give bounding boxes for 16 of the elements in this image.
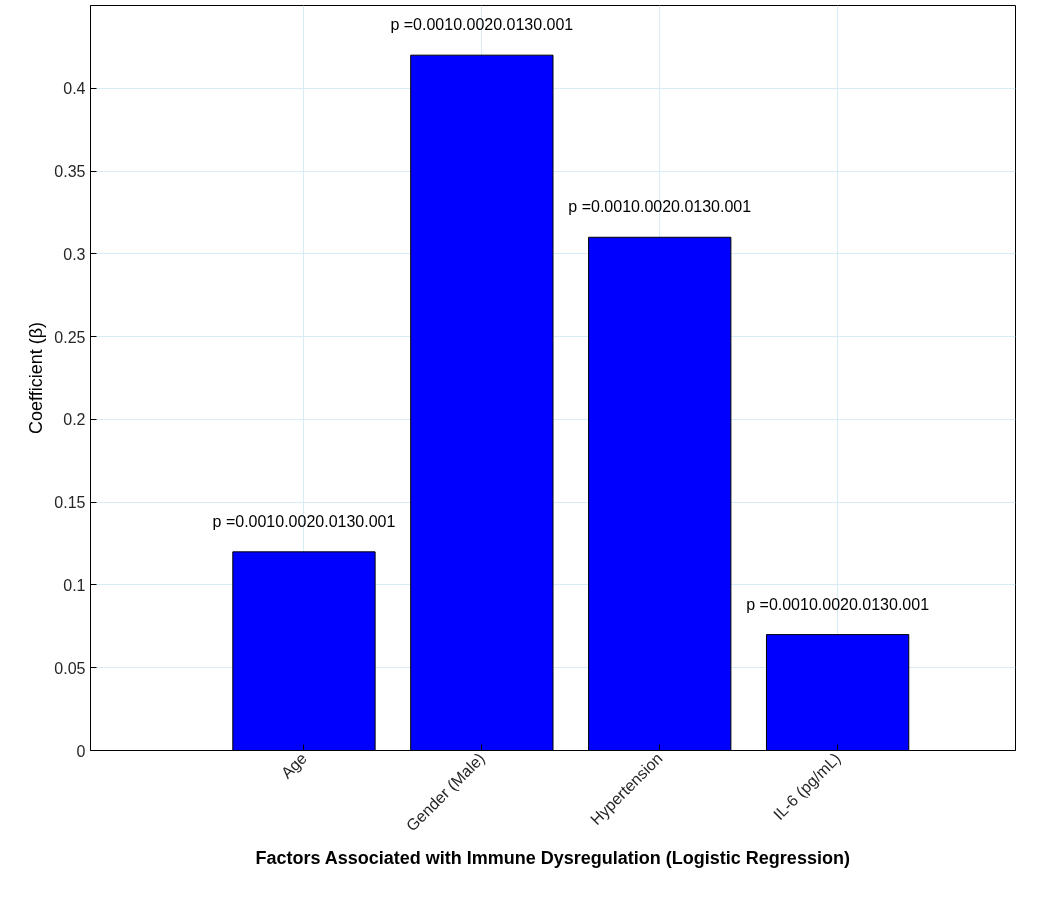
- y-tick-label: 0.2: [63, 411, 86, 429]
- annotation: p =0.0010.0020.0130.001: [390, 16, 574, 34]
- y-tick-label: 0.1: [63, 576, 86, 594]
- y-tick-label: 0.35: [54, 163, 86, 181]
- x-tick-label: Age: [277, 749, 311, 782]
- y-tick-label: 0.05: [54, 659, 86, 677]
- annotation: p =0.0010.0020.0130.001: [568, 198, 752, 216]
- y-tick-label: 0: [76, 742, 86, 760]
- x-axis-title: Factors Associated with Immune Dysregulation (Logistic Regression): [255, 848, 850, 869]
- annotation: p =0.0010.0020.0130.001: [746, 595, 930, 613]
- y-tick-label: 0.25: [54, 328, 86, 346]
- annotation: p =0.0010.0020.0130.001: [212, 512, 396, 530]
- y-tick-label: 0.4: [63, 80, 86, 98]
- y-axis-title: Coefficient (β): [26, 321, 47, 435]
- y-tick-label: 0.15: [54, 494, 86, 512]
- y-tick-label: 0.3: [63, 245, 86, 263]
